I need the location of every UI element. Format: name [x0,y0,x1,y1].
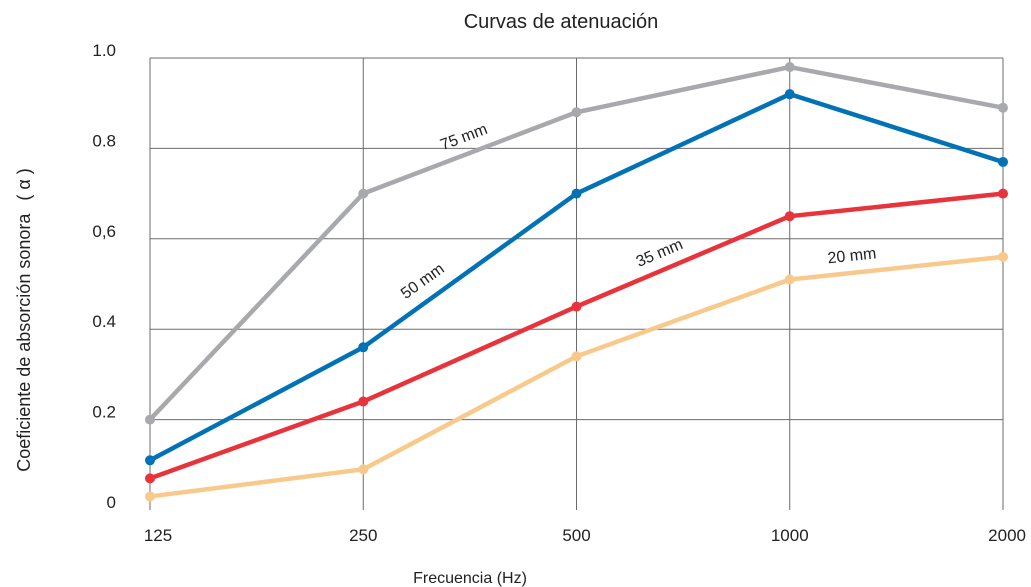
x-tick-label: 125 [144,526,172,545]
x-axis-label: Frecuencia (Hz) [413,570,527,587]
data-point [145,491,155,502]
data-point [998,251,1008,262]
data-point [784,62,795,73]
data-point [358,464,369,475]
series-lines [145,62,1008,502]
data-point [998,188,1008,199]
y-axis-label-group: Coeficiente de absorción sonora ( α ) [14,168,34,472]
x-tick-labels: 125 250 500 1000 2000 [144,526,1026,545]
chart-title: Curvas de atenuación [464,11,659,33]
x-tick-label: 250 [349,526,377,545]
data-point [145,414,155,425]
y-tick-labels: 0 0.2 0.4 0,6 0.8 1.0 [92,41,116,512]
data-point [571,188,582,199]
data-point [784,211,795,222]
data-point [571,351,582,362]
y-tick-label: 0.4 [92,312,116,331]
y-tick-label: 0 [107,493,116,512]
data-point [358,342,369,353]
x-tick-label: 1000 [771,526,809,545]
data-point [358,396,369,407]
data-point [998,156,1008,167]
x-tick-label: 500 [562,526,590,545]
y-tick-label: 1.0 [92,41,116,60]
data-point [998,102,1008,113]
grid [149,57,1004,510]
data-point [784,89,795,100]
series-label: 50 mm [398,260,448,302]
data-point [145,473,155,484]
y-tick-label: 0,6 [92,222,116,241]
y-axis-symbol: ( α ) [14,168,34,200]
data-point [145,455,155,466]
y-tick-label: 0.2 [92,403,116,422]
x-tick-label: 2000 [988,526,1026,545]
series-label: 20 mm [827,245,877,267]
data-point [784,274,795,285]
svg-text:Coeficiente de absorción sonor: Coeficiente de absorción sonora ( α ) [14,168,34,472]
y-axis-label: Coeficiente de absorción sonora [14,213,34,472]
data-point [571,107,582,118]
data-point [571,301,582,312]
data-point [358,188,369,199]
y-tick-label: 0.8 [92,131,116,150]
